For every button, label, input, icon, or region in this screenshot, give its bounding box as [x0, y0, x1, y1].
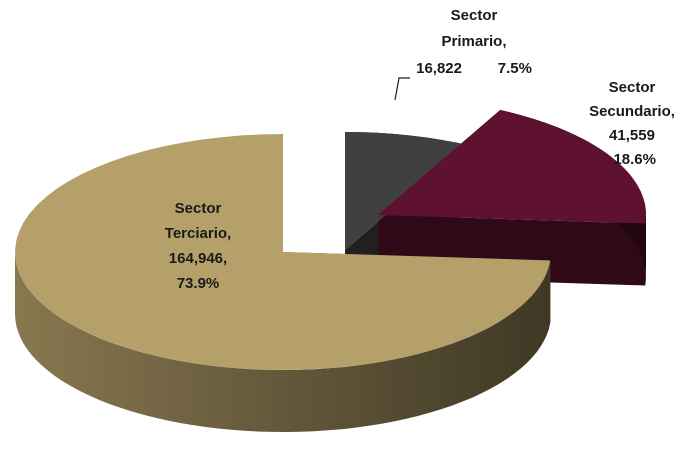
data-label-value: 164,946,	[169, 250, 227, 267]
slice	[378, 110, 646, 224]
data-label-value: 41,559	[609, 127, 655, 144]
data-label-value: 16,822	[416, 60, 462, 77]
data-label-category: Sector Terciario,	[165, 200, 231, 242]
slice-side	[15, 252, 551, 432]
leader-line	[394, 77, 410, 101]
data-label-share: 7.5%	[498, 60, 532, 77]
data-label-share: 73.9%	[177, 275, 220, 292]
slice	[15, 134, 551, 370]
data-label-category: Sector Primario,	[441, 7, 506, 50]
data-label-share: 18.6%	[613, 151, 656, 168]
data-label-category: Sector Secundario,	[589, 79, 675, 120]
